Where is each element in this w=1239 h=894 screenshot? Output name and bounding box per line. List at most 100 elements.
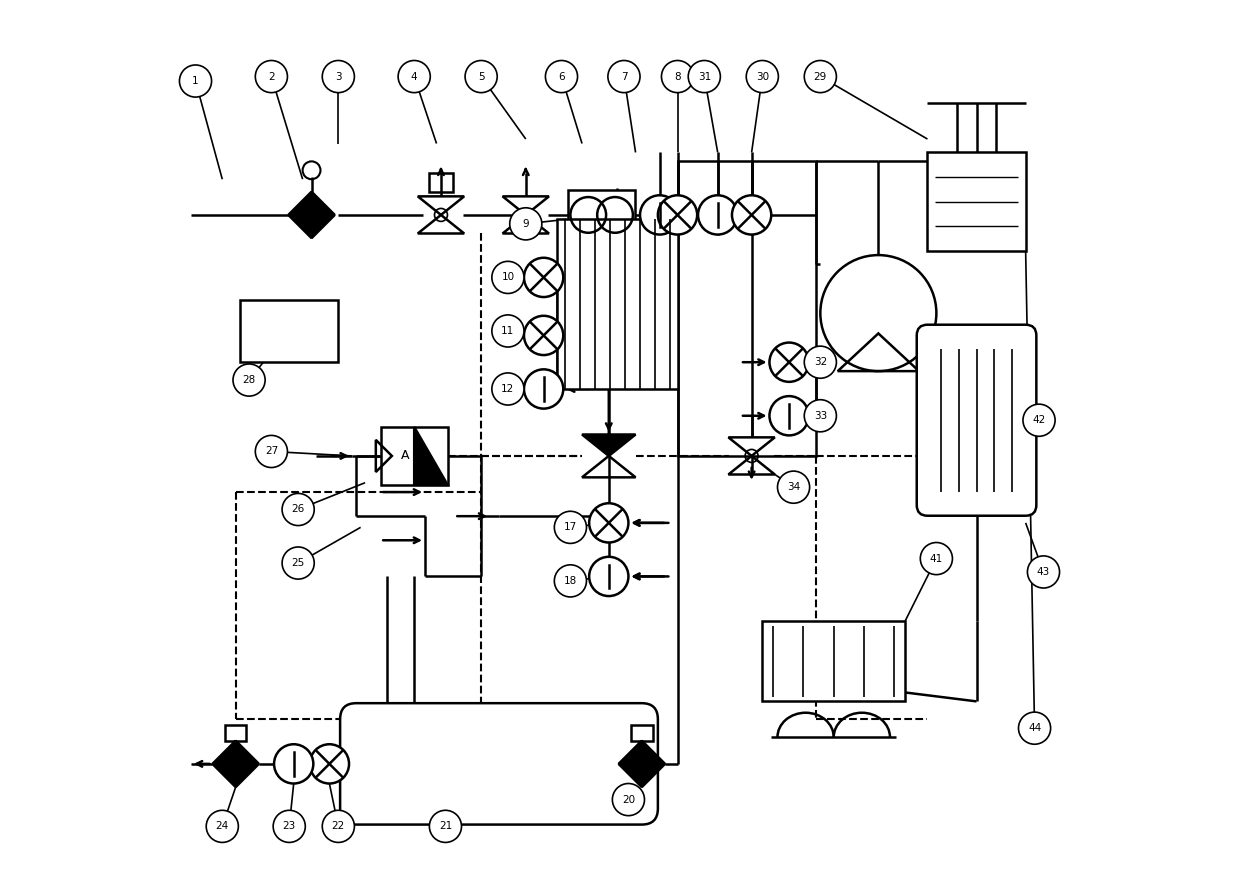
Text: 33: 33 <box>814 410 826 421</box>
Bar <box>678 161 815 456</box>
Text: 10: 10 <box>502 273 514 283</box>
Polygon shape <box>212 763 235 787</box>
Polygon shape <box>642 763 665 787</box>
Text: 44: 44 <box>1028 723 1041 733</box>
Circle shape <box>255 435 287 468</box>
Text: 9: 9 <box>523 219 529 229</box>
Text: 31: 31 <box>698 72 711 81</box>
Text: 21: 21 <box>439 822 452 831</box>
FancyBboxPatch shape <box>917 325 1036 516</box>
Circle shape <box>590 503 628 543</box>
Polygon shape <box>235 740 259 763</box>
Circle shape <box>658 195 698 234</box>
Text: 34: 34 <box>787 482 800 493</box>
Text: 8: 8 <box>674 72 681 81</box>
Text: 12: 12 <box>502 384 514 394</box>
Circle shape <box>804 400 836 432</box>
Polygon shape <box>311 215 335 238</box>
Circle shape <box>322 61 354 93</box>
Polygon shape <box>289 215 311 238</box>
Circle shape <box>820 255 937 371</box>
Text: 2: 2 <box>268 72 275 81</box>
Circle shape <box>804 346 836 378</box>
Text: 43: 43 <box>1037 567 1051 577</box>
Polygon shape <box>289 191 311 215</box>
Bar <box>225 725 247 740</box>
Polygon shape <box>618 763 642 787</box>
Circle shape <box>1018 713 1051 744</box>
Circle shape <box>545 61 577 93</box>
Bar <box>762 621 906 702</box>
Polygon shape <box>414 427 447 485</box>
Circle shape <box>641 195 679 234</box>
Circle shape <box>509 207 541 240</box>
Circle shape <box>492 373 524 405</box>
Bar <box>240 299 338 362</box>
Text: 18: 18 <box>564 576 577 586</box>
Circle shape <box>310 744 349 783</box>
Text: 24: 24 <box>216 822 229 831</box>
Circle shape <box>554 565 586 597</box>
Circle shape <box>322 810 354 842</box>
Polygon shape <box>311 191 335 215</box>
Text: 7: 7 <box>621 72 627 81</box>
Circle shape <box>233 364 265 396</box>
Bar <box>631 725 653 740</box>
Text: 6: 6 <box>558 72 565 81</box>
Polygon shape <box>235 763 259 787</box>
Text: 4: 4 <box>411 72 418 81</box>
Text: 42: 42 <box>1032 415 1046 426</box>
Bar <box>558 219 678 389</box>
Bar <box>928 153 1026 250</box>
Circle shape <box>206 810 238 842</box>
Polygon shape <box>212 740 235 763</box>
Circle shape <box>769 396 809 435</box>
Circle shape <box>524 316 564 355</box>
Circle shape <box>688 61 720 93</box>
Text: 20: 20 <box>622 795 636 805</box>
Text: 22: 22 <box>332 822 344 831</box>
Circle shape <box>612 783 644 815</box>
Circle shape <box>746 61 778 93</box>
Text: 29: 29 <box>814 72 826 81</box>
Circle shape <box>804 61 836 93</box>
Circle shape <box>492 261 524 293</box>
Circle shape <box>398 61 430 93</box>
Circle shape <box>1023 404 1056 436</box>
Text: 41: 41 <box>929 553 943 563</box>
Circle shape <box>778 471 809 503</box>
Bar <box>569 190 636 240</box>
Circle shape <box>492 315 524 347</box>
Circle shape <box>590 557 628 596</box>
Text: 5: 5 <box>478 72 484 81</box>
Circle shape <box>430 810 461 842</box>
Circle shape <box>921 543 953 575</box>
Circle shape <box>273 810 305 842</box>
Circle shape <box>282 547 315 579</box>
Polygon shape <box>582 434 636 456</box>
Text: 32: 32 <box>814 358 826 367</box>
Circle shape <box>554 511 586 544</box>
Text: 25: 25 <box>291 558 305 568</box>
Circle shape <box>180 65 212 97</box>
Circle shape <box>732 195 771 234</box>
FancyBboxPatch shape <box>341 704 658 824</box>
Circle shape <box>524 257 564 297</box>
Circle shape <box>1027 556 1059 588</box>
Circle shape <box>698 195 737 234</box>
Text: 17: 17 <box>564 522 577 532</box>
Circle shape <box>255 61 287 93</box>
Circle shape <box>769 342 809 382</box>
Circle shape <box>274 744 313 783</box>
Text: 30: 30 <box>756 72 769 81</box>
Text: 28: 28 <box>243 375 255 385</box>
Text: A: A <box>401 450 410 462</box>
Circle shape <box>282 493 315 526</box>
Circle shape <box>524 369 564 409</box>
Circle shape <box>608 61 641 93</box>
Text: 27: 27 <box>265 446 278 457</box>
Text: 26: 26 <box>291 504 305 514</box>
Bar <box>430 173 452 191</box>
Polygon shape <box>618 740 642 763</box>
Text: 1: 1 <box>192 76 198 86</box>
